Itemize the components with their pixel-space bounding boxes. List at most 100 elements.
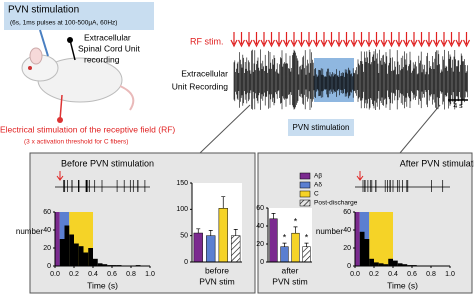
y-tick-label: 60 [43,209,51,216]
y-tick-label: 150 [176,180,188,187]
x-axis-label: after [281,265,298,275]
recording-label: recording [84,54,120,64]
hist-bar [97,263,103,266]
x-tick-label: 0.8 [426,271,436,278]
pvn-window-label: PVN stimulation [293,123,350,132]
rf-detail: (3 x activation threshold for C fibers) [24,139,128,146]
y-tick-label: 50 [180,233,188,240]
arrow [440,32,448,48]
small-trace [55,180,150,192]
arrow [275,32,283,48]
rf-stim-label: RF stim. [190,36,224,46]
bar [231,235,241,263]
trace-label: Extracellular [181,68,228,78]
hist-bar [102,264,108,266]
stim-marker [356,171,364,181]
arrow [417,32,426,48]
x-tick-label: 0.8 [126,271,136,278]
connector [399,104,441,154]
arrow [267,32,276,48]
hist-bar [359,231,365,266]
arrow [312,32,321,48]
bar [193,232,203,263]
x-tick-label: 0.6 [107,271,117,278]
arrow [320,32,328,48]
hist-bar [378,263,384,266]
recording-label: Spinal Cord Unit [78,43,141,53]
error-bar [196,228,201,234]
legend-label: Post-discharge [314,200,358,207]
arrow [455,32,463,48]
y-tick-label: 60 [343,209,351,216]
arrow [305,32,313,48]
y-tick-label: 20 [256,241,264,248]
hist-bar [397,263,403,266]
legend-label: C [314,191,319,198]
pvn-window-box [288,119,354,136]
trace-label: Unit Recording [172,81,228,91]
y-tick-label: 0 [260,259,264,266]
y-tick-label: 60 [256,205,264,212]
arrow [425,32,433,48]
error-bar [304,242,309,247]
legend-swatch [299,172,311,180]
y-tick-label: 100 [176,206,188,213]
arrow [342,32,351,48]
connector [199,104,251,154]
small-trace [355,180,450,192]
legend-swatch [299,190,311,198]
y-tick-label: 40 [256,223,264,230]
y-tick-label: 40 [43,227,51,234]
hist-bar [83,252,89,266]
hist-bar [369,258,374,266]
error-bar [221,196,226,209]
x-tick-label: 1.0 [445,271,455,278]
bar [302,246,311,263]
x-axis-label: PVN stim [272,276,307,286]
y-tick-label: 0 [47,263,51,270]
error-bar [293,226,298,234]
x-tick-label: 1.0 [145,271,155,278]
scale-label: 4 s [453,103,463,110]
arrow [230,32,238,48]
arrow [260,32,268,48]
bar [280,246,289,263]
rf-label: Electrical stimulation of the receptive … [0,124,175,134]
significance: * [305,232,309,242]
arrow [380,32,388,48]
x-tick-label: 0.2 [369,271,379,278]
panel-title: Before PVN stimulation [61,158,154,168]
y-tick-label: 20 [343,245,351,252]
mouse [21,29,135,123]
legend-swatch [299,199,311,207]
bar [291,232,300,263]
hist-bar [93,258,98,266]
recording-label: Extracellular [84,32,131,42]
y-tick-label: 20 [43,245,51,252]
bar [206,235,216,263]
time-window [369,212,393,266]
arrow [432,32,441,48]
arrow [365,32,373,48]
pvn-title: PVN stimulation [8,5,79,16]
trace-spikes [233,49,468,110]
x-tick-label: 0.6 [407,271,417,278]
arrow [350,32,358,48]
arrow [297,32,306,48]
x-tick-label: 0.4 [88,271,98,278]
error-bar [208,230,213,236]
arrow [237,32,246,48]
y-tick-label: 40 [343,227,351,234]
x-tick-label: 0.0 [350,271,360,278]
hist-bar [402,264,408,266]
x-axis-label: Time (s) [87,280,118,290]
arrow [447,32,456,48]
time-window [355,212,360,266]
bar [269,218,278,263]
arrow [357,32,366,48]
significance: * [283,232,287,242]
error-bar [282,242,287,247]
pvn-detail: (6s, 1ms pulses at 100-500µA, 60Hz) [10,20,117,27]
hist-bar [383,264,389,266]
error-bar [271,213,276,219]
